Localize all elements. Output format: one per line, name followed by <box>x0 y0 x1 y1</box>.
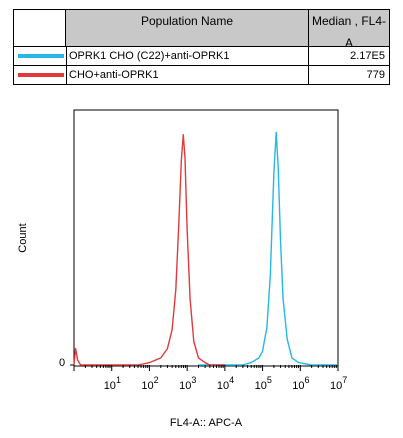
legend-row: CHO+anti-OPRK1 779 <box>14 65 389 84</box>
x-tick-label: 102 <box>141 375 158 392</box>
x-tick-label: 105 <box>255 375 272 392</box>
x-axis-tick-labels: 101 102 103 104 105 106 107 <box>104 375 348 392</box>
series-line-blue <box>198 131 338 366</box>
x-tick-label: 101 <box>104 375 121 392</box>
legend-row-name: CHO+anti-OPRK1 <box>66 66 309 84</box>
legend-row-name: OPRK1 CHO (C22)+anti-OPRK1 <box>66 47 309 65</box>
x-tick-label: 106 <box>292 375 309 392</box>
x-tick-label: 103 <box>179 375 196 392</box>
y-tick-label: 0 <box>59 357 65 369</box>
legend-swatch-blue <box>18 54 64 58</box>
legend-table: Population Name Median , FL4-A OPRK1 CHO… <box>13 9 390 85</box>
legend-header-name: Population Name <box>66 10 309 46</box>
legend-header-value: Median , FL4-A <box>309 10 389 50</box>
x-tick-label: 104 <box>217 375 234 392</box>
series-layer <box>73 131 338 366</box>
legend-swatch-red <box>18 73 64 77</box>
legend-header: Population Name Median , FL4-A <box>14 10 389 50</box>
x-tick-label: 107 <box>330 375 347 392</box>
series-line-red <box>73 134 225 366</box>
x-axis-label: FL4-A:: APC-A <box>170 417 243 429</box>
legend-header-swatch-cell <box>14 10 66 46</box>
legend-row-value: 779 <box>366 69 385 81</box>
x-axis-ticks <box>73 365 339 371</box>
y-axis-label: Count <box>17 223 29 252</box>
legend-row-value: 2.17E5 <box>350 50 385 62</box>
plot-frame <box>73 109 339 367</box>
legend-row: OPRK1 CHO (C22)+anti-OPRK1 2.17E5 <box>14 46 389 65</box>
